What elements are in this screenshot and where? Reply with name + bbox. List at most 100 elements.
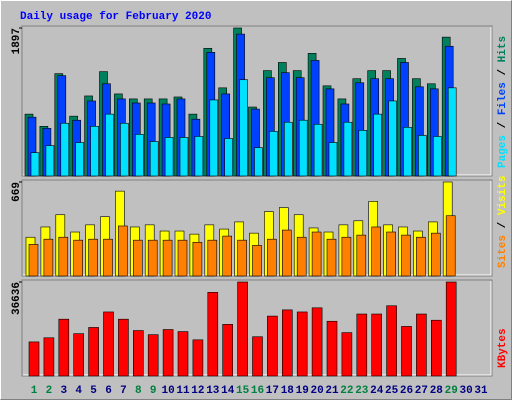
bar: [356, 313, 368, 377]
bar: [162, 329, 174, 377]
bar: [58, 236, 69, 277]
bar: [209, 99, 219, 177]
x-tick-label: 13: [206, 385, 220, 397]
bar: [447, 87, 457, 177]
bar: [43, 337, 55, 377]
x-tick-label: 14: [221, 385, 235, 397]
bar: [73, 239, 83, 277]
bar: [222, 324, 233, 377]
bar: [326, 320, 338, 377]
bar: [386, 305, 397, 377]
bar: [430, 232, 441, 277]
x-tick-label: 22: [340, 385, 353, 397]
bar: [326, 238, 337, 277]
y-tick-label: 669: [11, 182, 23, 202]
x-tick-label: 9: [150, 385, 157, 397]
bar: [386, 231, 396, 277]
bar: [207, 292, 219, 377]
x-tick-label: 16: [251, 385, 264, 397]
bar: [177, 331, 189, 377]
bar: [296, 236, 307, 277]
bar: [343, 121, 353, 177]
x-tick-label: 5: [90, 385, 97, 397]
bar: [416, 236, 426, 277]
bar: [281, 309, 293, 377]
legend-entry: Sites: [497, 235, 509, 268]
bar: [58, 318, 70, 377]
bar: [28, 341, 40, 377]
legend: Sites / Visits: [497, 176, 509, 268]
bar: [281, 229, 292, 277]
x-tick-label: 21: [325, 385, 339, 397]
x-tick-label: 10: [161, 385, 174, 397]
bar: [224, 138, 233, 177]
bar: [30, 152, 40, 177]
x-tick-label: 29: [445, 385, 458, 397]
x-tick-label: 30: [459, 385, 472, 397]
bar: [192, 241, 203, 277]
bar: [179, 137, 189, 177]
bar: [90, 126, 99, 177]
bar: [164, 137, 174, 177]
y-tick-label: 36636: [11, 282, 23, 315]
legend-separator: /: [497, 62, 509, 82]
bar: [192, 339, 204, 377]
x-tick-label: 24: [370, 385, 384, 397]
chart-title: Daily usage for February 2020: [20, 11, 211, 23]
bar: [133, 239, 143, 277]
legend-entry: Visits: [497, 176, 509, 216]
bar: [311, 231, 322, 277]
bar: [356, 234, 367, 277]
bar: [341, 332, 353, 377]
bar: [73, 333, 84, 377]
bar: [328, 142, 338, 177]
bar: [296, 311, 308, 377]
x-tick-label: 31: [474, 385, 488, 397]
y-tick-label: 1897: [11, 28, 23, 54]
bar: [45, 145, 55, 177]
bar: [430, 319, 442, 377]
bar: [267, 315, 278, 377]
x-tick-label: 17: [266, 385, 279, 397]
bar: [133, 330, 144, 377]
bar: [222, 235, 232, 277]
bar: [445, 215, 456, 277]
bar: [118, 318, 129, 377]
bar: [298, 119, 308, 177]
legend-entry: KBytes: [497, 328, 509, 368]
x-tick-label: 12: [191, 385, 204, 397]
legend: Pages / Files / Hits: [497, 36, 509, 168]
bar: [254, 147, 263, 177]
bar: [373, 113, 383, 177]
bar: [388, 100, 397, 177]
legend-entry: Files: [497, 82, 509, 115]
bar: [237, 239, 247, 277]
bar: [401, 326, 412, 377]
bar: [149, 141, 159, 177]
bar: [118, 225, 128, 277]
bar: [311, 307, 323, 377]
legend-entry: Pages: [497, 135, 509, 168]
bar: [237, 281, 248, 377]
x-tick-label: 25: [385, 385, 399, 397]
bar: [28, 244, 39, 277]
x-tick-label: 18: [281, 385, 295, 397]
bar: [283, 121, 293, 177]
bar: [162, 239, 173, 277]
bar: [371, 226, 382, 277]
x-tick-label: 23: [355, 385, 369, 397]
bar: [267, 238, 277, 277]
bar: [75, 142, 84, 177]
x-tick-label: 6: [105, 385, 112, 397]
bar: [147, 334, 159, 377]
bar: [88, 327, 99, 377]
bar: [103, 311, 114, 377]
bar: [313, 123, 323, 177]
legend-separator: /: [497, 215, 509, 235]
bar: [252, 245, 262, 277]
x-tick-label: 27: [415, 385, 428, 397]
bar: [252, 336, 263, 377]
legend-separator: /: [497, 115, 509, 135]
bar: [177, 239, 188, 277]
